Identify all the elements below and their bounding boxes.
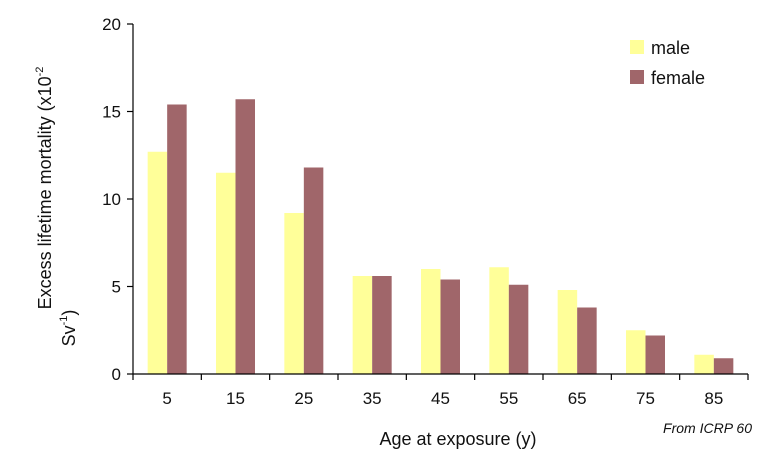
x-tick-label-35: 35 [363, 389, 382, 408]
bar-female-85 [713, 358, 734, 374]
legend-label-male: male [651, 38, 690, 58]
y-ticks-group: 0 5 10 15 20 [102, 15, 133, 384]
bar-male-55 [489, 267, 509, 374]
y-tick-label: 15 [102, 103, 121, 122]
bar-male-45 [421, 269, 441, 374]
x-axis-title: Age at exposure (y) [379, 429, 536, 449]
y-axis-title: Excess lifetime mortality (x10-2 Sv-1) [34, 67, 79, 347]
bar-male-15 [216, 172, 236, 374]
bar-male-25 [284, 213, 304, 374]
y-axis-title-line2: Sv-1) [58, 310, 79, 347]
y-axis-title-line1: Excess lifetime mortality (x10-2 [34, 67, 55, 310]
y-axis-title-exp2: -1 [58, 316, 70, 326]
legend: male female [630, 38, 705, 88]
legend-label-female: female [651, 68, 705, 88]
bars-group [147, 99, 734, 374]
bar-female-5 [167, 104, 187, 374]
x-tick-label-55: 55 [499, 389, 518, 408]
bar-male-85 [694, 354, 714, 374]
y-axis-title-exp1: -2 [34, 67, 46, 77]
x-tick-label-25: 25 [294, 389, 313, 408]
y-tick-label: 5 [112, 278, 121, 297]
y-axis-title-unit: Sv [59, 325, 79, 346]
bar-female-35 [372, 276, 392, 374]
bar-female-75 [645, 335, 665, 374]
x-tick-label-15: 15 [226, 389, 245, 408]
x-tick-label-5: 5 [162, 389, 171, 408]
source-note: From ICRP 60 [663, 420, 752, 436]
bar-male-65 [557, 290, 578, 374]
legend-swatch-male [630, 40, 644, 54]
bar-male-5 [147, 151, 168, 374]
y-axis-title-prefix: Excess lifetime mortality (x10 [35, 76, 55, 309]
bar-female-25 [303, 167, 324, 374]
y-tick-label: 10 [102, 190, 121, 209]
x-tick-label-65: 65 [568, 389, 587, 408]
bar-female-45 [440, 279, 460, 374]
bar-female-55 [508, 284, 529, 374]
x-tick-label-85: 85 [704, 389, 723, 408]
y-tick-label: 0 [112, 365, 121, 384]
bar-male-35 [352, 276, 373, 374]
bar-male-75 [626, 330, 646, 374]
y-tick-label: 20 [102, 15, 121, 34]
x-ticks-group: 5 15 25 35 45 55 65 75 85 [132, 374, 749, 408]
bar-female-65 [577, 307, 597, 374]
x-tick-label-75: 75 [636, 389, 655, 408]
y-axis-title-suffix: ) [59, 310, 79, 316]
legend-swatch-female [630, 70, 644, 84]
bar-female-15 [235, 99, 255, 374]
x-tick-label-45: 45 [431, 389, 450, 408]
